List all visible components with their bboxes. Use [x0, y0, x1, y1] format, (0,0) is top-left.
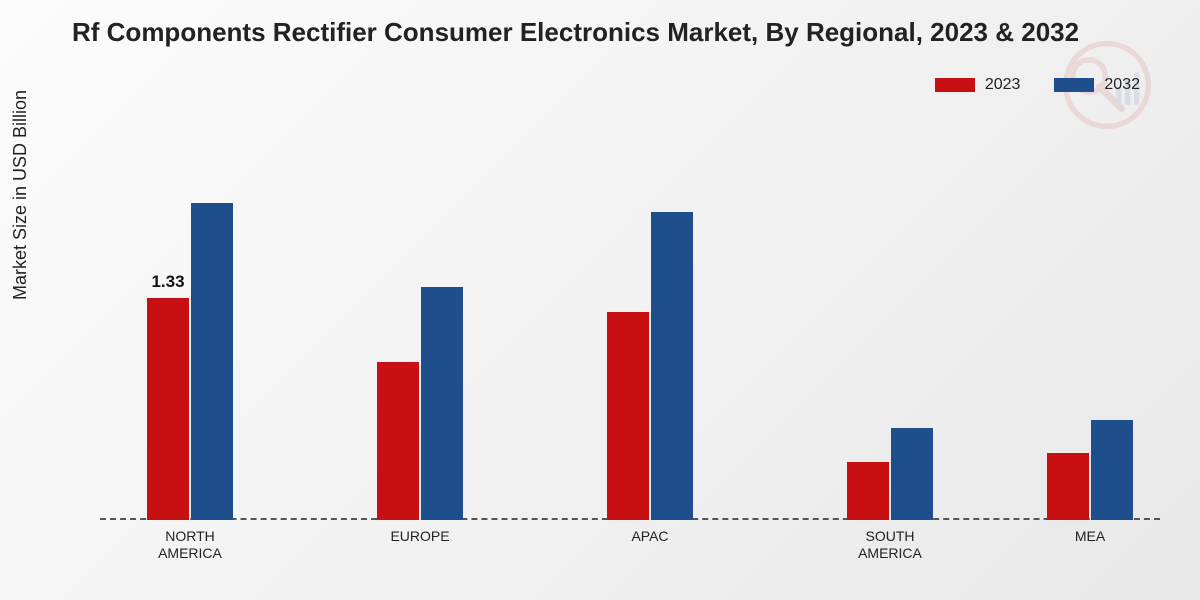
legend: 2023 2032	[935, 76, 1140, 94]
plot-area: 1.33NORTH AMERICA EUROPE APAC SOUTH AMERICA…	[100, 120, 1160, 520]
bar-2032	[191, 203, 233, 520]
bar-2032	[651, 212, 693, 520]
legend-swatch-2032	[1054, 78, 1094, 92]
bar-group: MEA	[1020, 120, 1160, 520]
bar-group: 1.33NORTH AMERICA	[120, 120, 260, 520]
category-label: NORTH AMERICA	[120, 528, 260, 562]
legend-item-2023: 2023	[935, 76, 1021, 94]
chart-container: Rf Components Rectifier Consumer Electro…	[0, 0, 1200, 600]
bar-2023	[607, 312, 649, 520]
bar-group: APAC	[580, 120, 720, 520]
chart-title: Rf Components Rectifier Consumer Electro…	[72, 16, 1132, 49]
legend-item-2032: 2032	[1054, 76, 1140, 94]
bar-group: EUROPE	[350, 120, 490, 520]
category-label: SOUTH AMERICA	[820, 528, 960, 562]
bar-value-label: 1.33	[138, 272, 198, 292]
legend-label-2023: 2023	[985, 76, 1021, 94]
bar-2023	[147, 298, 189, 520]
bar-2032	[1091, 420, 1133, 520]
bar-2023	[847, 462, 889, 520]
category-label: EUROPE	[350, 528, 490, 545]
bar-group: SOUTH AMERICA	[820, 120, 960, 520]
bar-2032	[891, 428, 933, 520]
category-label: MEA	[1020, 528, 1160, 545]
bar-2023	[1047, 453, 1089, 520]
y-axis-label: Market Size in USD Billion	[10, 90, 31, 300]
legend-swatch-2023	[935, 78, 975, 92]
legend-label-2032: 2032	[1104, 76, 1140, 94]
bar-2032	[421, 287, 463, 520]
bar-2023	[377, 362, 419, 520]
category-label: APAC	[580, 528, 720, 545]
